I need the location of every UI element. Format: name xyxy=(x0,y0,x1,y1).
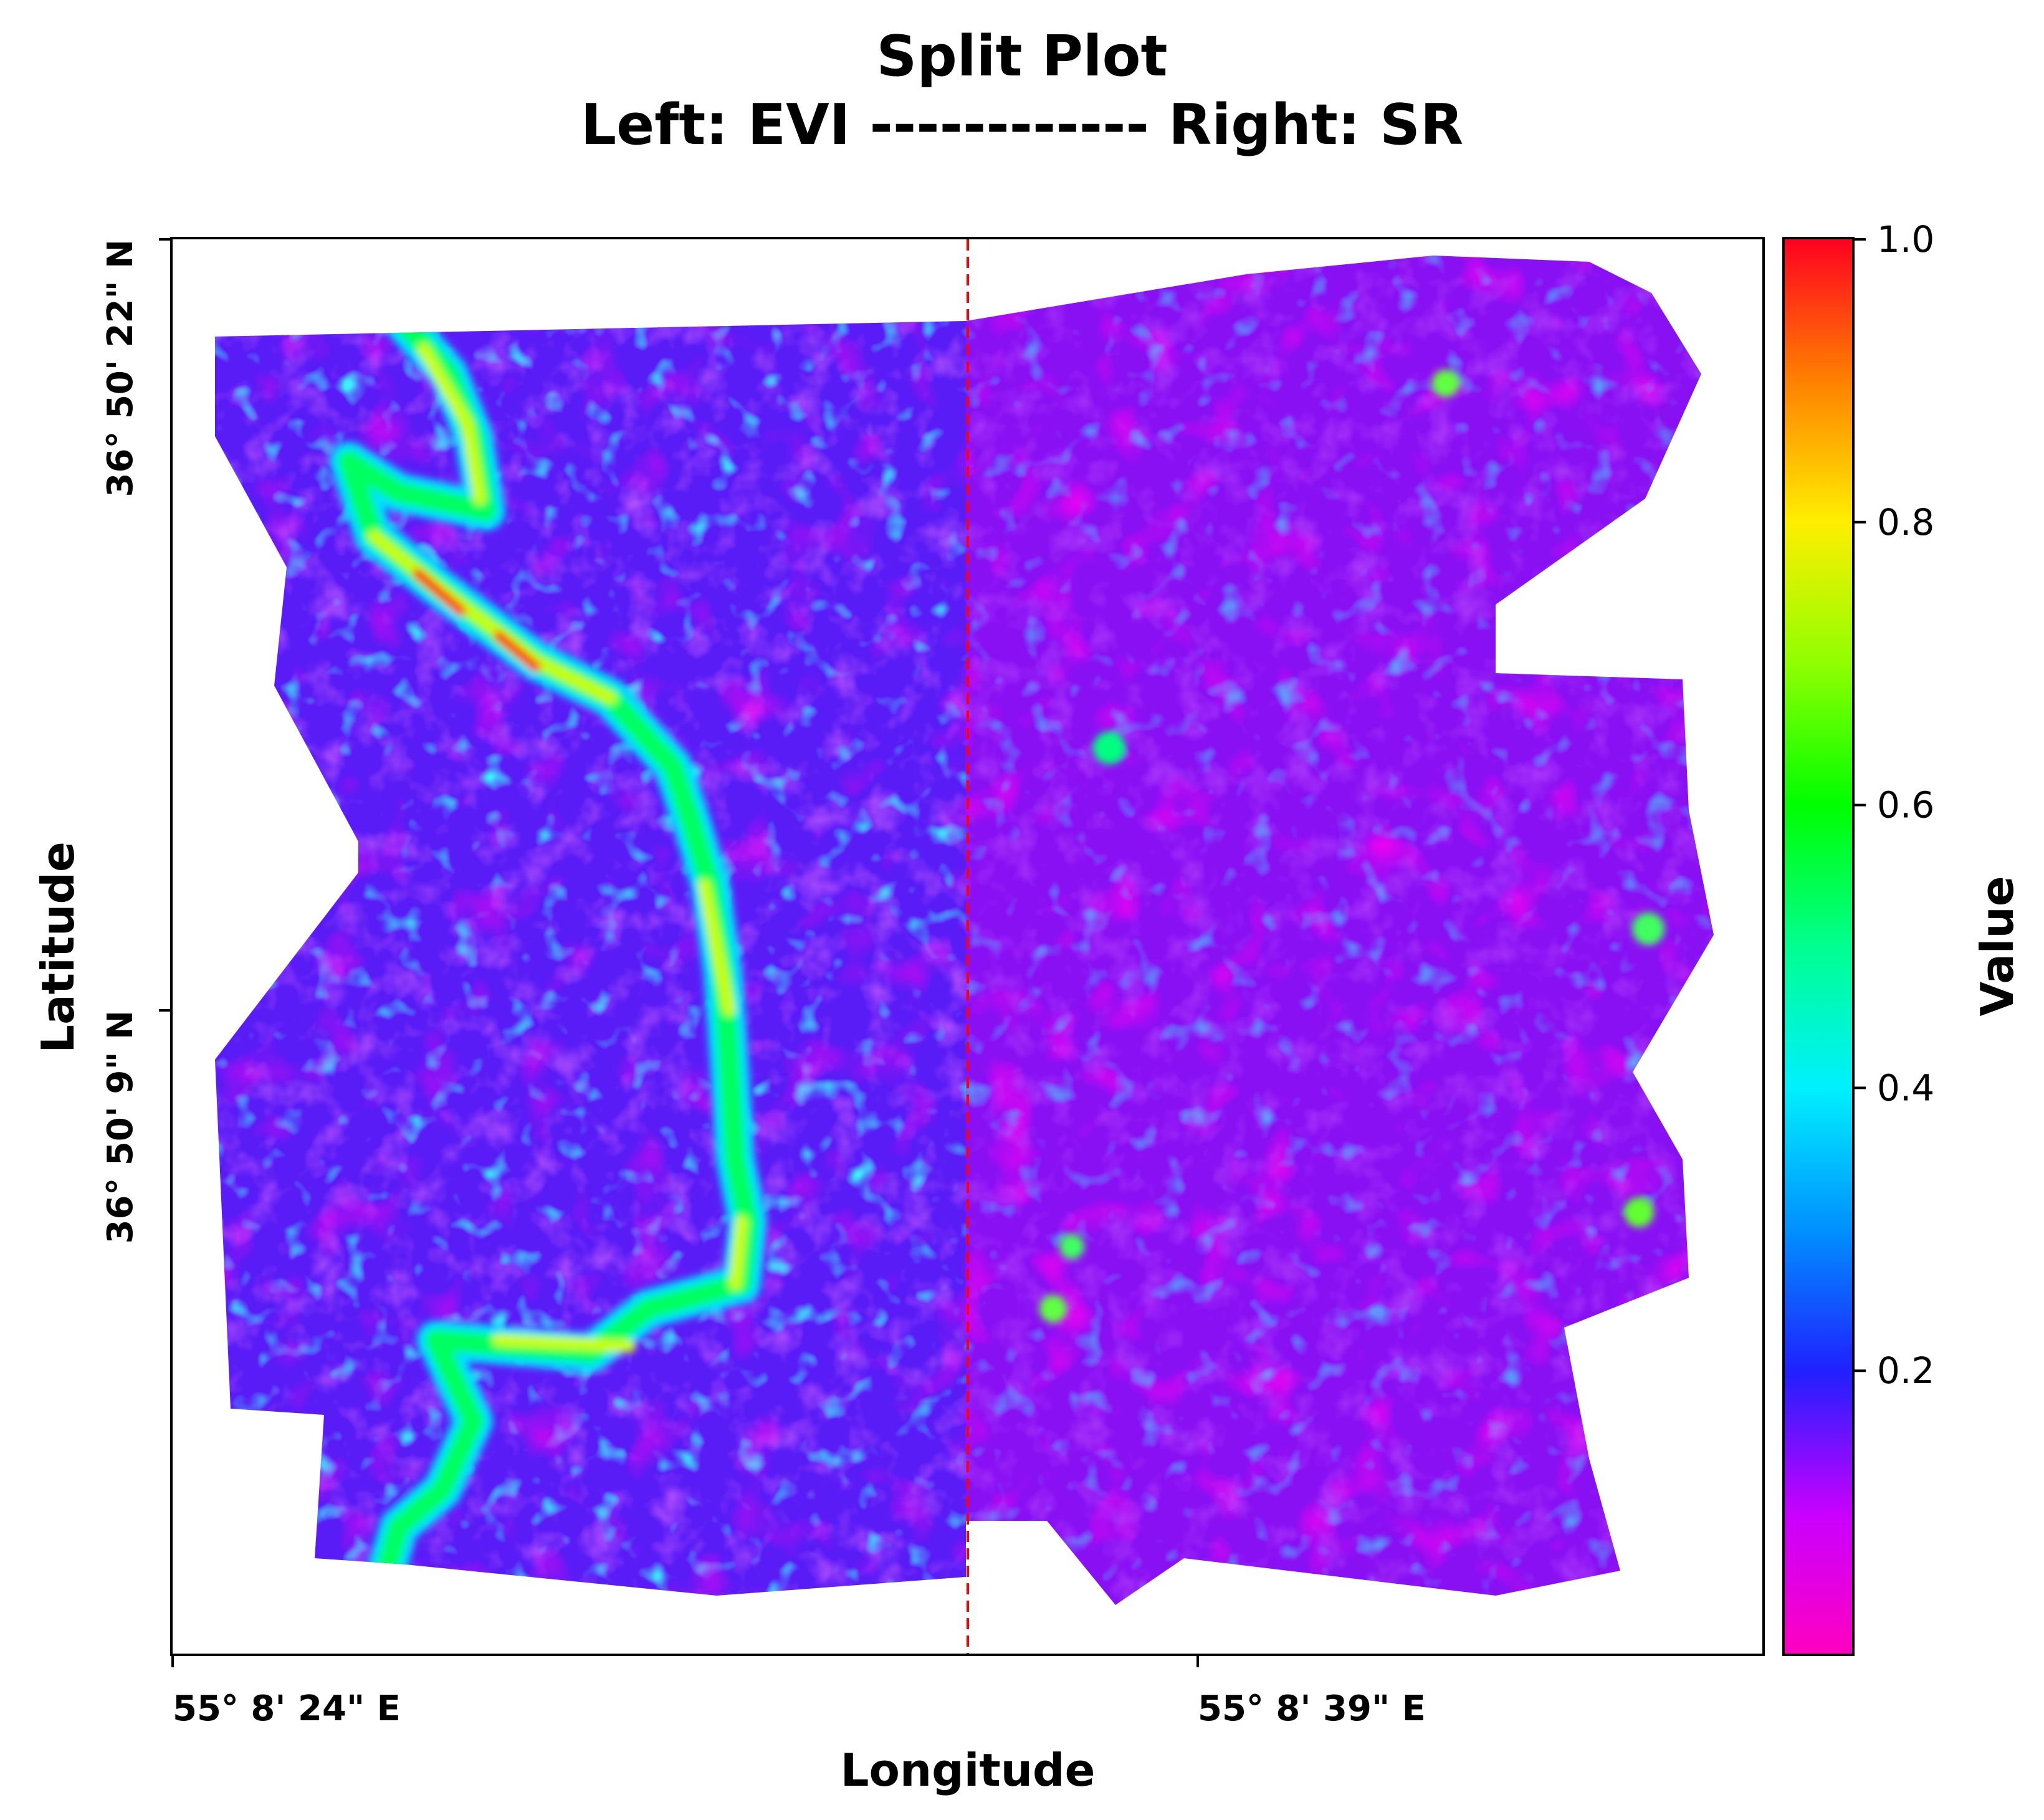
x-axis: 55° 8' 24" E 55° 8' 39" E xyxy=(171,1655,1426,1729)
colorbar-tick-label: 0.2 xyxy=(1877,1349,1934,1392)
colorbar-tick-label: 0.6 xyxy=(1877,784,1934,826)
colorbar-label: Value xyxy=(1971,876,2023,1016)
x-tick-label: 55° 8' 39" E xyxy=(1198,1688,1426,1729)
evi-raster xyxy=(215,321,966,1596)
chart-title-line-2: Left: EVI ------------ Right: SR xyxy=(580,92,1464,158)
y-tick-label: 36° 50' 22" N xyxy=(100,239,141,497)
colorbar-tick-label: 1.0 xyxy=(1877,218,1934,261)
x-axis-label: Longitude xyxy=(841,1744,1096,1796)
colorbar-ticks: 0.2 0.4 0.6 0.8 1.0 xyxy=(1853,218,1934,1392)
chart-title-line-1: Split Plot xyxy=(876,24,1168,89)
sr-raster xyxy=(966,256,1714,1605)
colorbar xyxy=(1782,237,1855,1656)
y-axis-label: Latitude xyxy=(32,841,84,1053)
x-tick-label: 55° 8' 24" E xyxy=(173,1688,401,1729)
colorbar-tick-label: 0.4 xyxy=(1877,1066,1934,1109)
y-axis: 36° 50' 22" N 36° 50' 9" N xyxy=(100,238,171,1244)
plot-area-frame xyxy=(170,237,1765,1656)
colorbar-tick-label: 0.8 xyxy=(1877,501,1934,544)
y-tick-label: 36° 50' 9" N xyxy=(100,1010,141,1244)
